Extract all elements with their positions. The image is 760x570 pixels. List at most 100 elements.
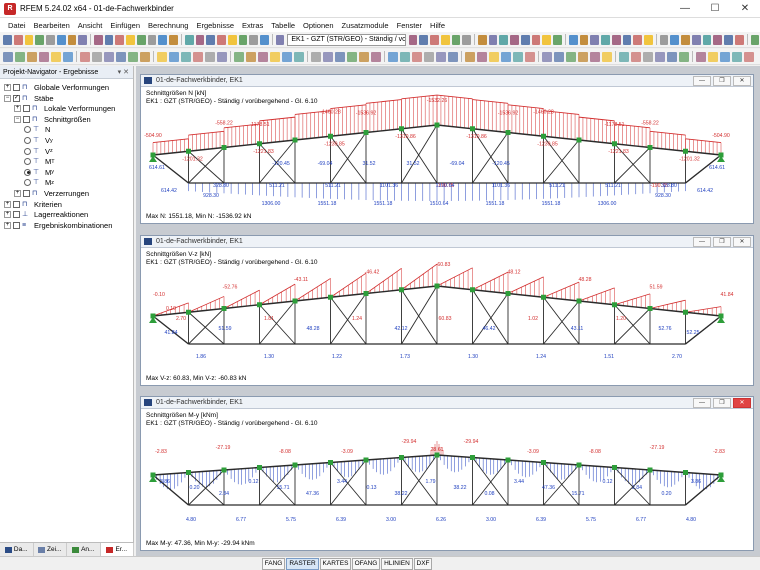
result-window-n[interactable]: 01-de-Fachwerkbinder, EK1 — ❐ ✕ Schnittg… [140,74,754,224]
toolbar-tool-icon[interactable] [371,51,381,62]
toolbar-tool-icon[interactable] [249,34,258,45]
toolbar-tool-icon[interactable] [128,51,138,62]
toolbar-tool-icon[interactable] [217,34,226,45]
toolbar-tool-icon[interactable] [430,34,439,45]
toolbar-tool-icon[interactable] [691,34,701,45]
result-window-my[interactable]: 01-de-Fachwerkbinder, EK1 — ❐ ✕ Schnittg… [140,396,754,551]
expand-toggle-icon[interactable]: + [4,211,11,219]
toolbar-tool-icon[interactable] [238,34,248,45]
tree-item[interactable]: ⊤ M T [24,156,55,167]
toolbar-tool-icon[interactable] [193,51,203,62]
toolbar-tool-icon[interactable] [462,34,472,45]
toolbar-tool-icon[interactable] [412,51,422,62]
toolbar-tool-icon[interactable] [206,34,215,45]
toolbar-tool-icon[interactable] [67,34,77,45]
toolbar-tool-icon[interactable] [659,34,669,45]
toolbar-tool-icon[interactable] [126,34,135,45]
expand-toggle-icon[interactable]: + [4,84,11,91]
toolbar-tool-icon[interactable] [56,34,66,45]
toolbar-tool-icon[interactable] [488,34,498,45]
toolbar-tool-icon[interactable] [590,51,600,62]
toolbar-tool-icon[interactable] [93,34,103,45]
toolbar-tool-icon[interactable] [158,34,168,45]
toolbar-tool-icon[interactable] [3,34,12,45]
window-restore-button[interactable]: ❐ [713,236,731,247]
toolbar-tool-icon[interactable] [270,51,280,62]
toolbar-tool-icon[interactable] [477,51,487,62]
tree-checkbox[interactable] [13,84,20,91]
window-close-button[interactable]: ✕ [733,397,751,408]
toolbar-tool-icon[interactable] [169,34,178,45]
toolbar-tool-icon[interactable] [724,34,733,45]
toolbar-tool-icon[interactable] [602,51,612,62]
result-radio[interactable] [24,137,31,144]
expand-toggle-icon[interactable]: − [4,94,11,102]
menu-hilfe[interactable]: Hilfe [430,20,446,30]
expand-toggle-icon[interactable]: + [4,221,11,229]
tree-item[interactable]: + ⊓ Verzerrungen [14,188,89,199]
toolbar-tool-icon[interactable] [359,51,369,62]
toolbar-tool-icon[interactable] [104,51,114,62]
toolbar-tool-icon[interactable] [136,34,146,45]
toolbar-tool-icon[interactable] [234,51,244,62]
menu-berechnung[interactable]: Berechnung [148,20,189,30]
toolbar-tool-icon[interactable] [566,51,576,62]
result-radio[interactable] [24,168,31,176]
menu-bearbeiten[interactable]: Bearbeiten [33,20,70,30]
toolbar-tool-icon[interactable] [227,34,237,45]
toolbar-tool-icon[interactable] [116,51,126,62]
toolbar-tool-icon[interactable] [147,34,157,45]
window-minimize-button[interactable]: — [693,75,711,86]
menu-ergebnisse[interactable]: Ergebnisse [196,20,234,30]
tree-checkbox[interactable]: ✓ [13,94,20,102]
result-radio[interactable] [24,147,31,155]
toolbar-tool-icon[interactable] [3,51,13,62]
toolbar-tool-icon[interactable] [13,34,23,45]
toolbar-tool-icon[interactable] [720,51,730,62]
toolbar-tool-icon[interactable] [510,34,519,45]
tree-item[interactable]: + ≡ Ergebniskombinationen [4,220,112,231]
toolbar-tool-icon[interactable] [80,51,90,62]
toolbar-tool-icon[interactable] [713,34,723,45]
toolbar-tool-icon[interactable] [63,51,73,62]
tree-checkbox[interactable] [13,211,20,219]
status-kartes-button[interactable]: KARTES [320,558,351,570]
toolbar-tool-icon[interactable] [732,51,742,62]
toolbar-tool-icon[interactable] [590,34,600,45]
status-dxf-button[interactable]: DXF [414,558,432,570]
toolbar-tool-icon[interactable] [46,34,55,45]
toolbar-tool-icon[interactable] [681,34,690,45]
minimize-button[interactable]: — [680,3,690,14]
toolbar-tool-icon[interactable] [670,34,680,45]
toolbar-tool-icon[interactable] [104,34,114,45]
menu-zusatzmodule[interactable]: Zusatzmodule [341,20,389,30]
result-radio[interactable] [24,179,31,187]
expand-toggle-icon[interactable]: + [14,105,21,113]
toolbar-tool-icon[interactable] [35,34,44,45]
toolbar-tool-icon[interactable] [667,51,677,62]
toolbar-tool-icon[interactable] [181,51,191,62]
toolbar-tool-icon[interactable] [294,51,304,62]
toolbar-tool-icon[interactable] [157,51,167,62]
toolbar-tool-icon[interactable] [542,51,552,62]
maximize-button[interactable]: ☐ [710,3,720,14]
toolbar-tool-icon[interactable] [78,34,87,45]
toolbar-tool-icon[interactable] [554,51,564,62]
toolbar-tool-icon[interactable] [419,34,429,45]
toolbar-tool-icon[interactable] [631,51,641,62]
toolbar-tool-icon[interactable] [644,34,653,45]
tree-item[interactable]: − ⊓ Schnittgrößen [14,114,91,125]
nav-tab-display[interactable]: Zei... [34,543,67,556]
normal-force-diagram[interactable]: -504.90 -558.22 -1178.51 -1460.28 -1536.92 -1… [141,87,753,213]
toolbar-tool-icon[interactable] [217,51,227,62]
menu-optionen[interactable]: Optionen [303,20,334,30]
toolbar-tool-icon[interactable] [440,34,450,45]
toolbar-tool-icon[interactable] [311,51,321,62]
tree-checkbox[interactable] [23,105,30,113]
toolbar-tool-icon[interactable] [525,51,535,62]
toolbar-tool-icon[interactable] [260,34,269,45]
toolbar-tool-icon[interactable] [140,51,150,62]
toolbar-tool-icon[interactable] [465,51,475,62]
toolbar-tool-icon[interactable] [499,34,509,45]
